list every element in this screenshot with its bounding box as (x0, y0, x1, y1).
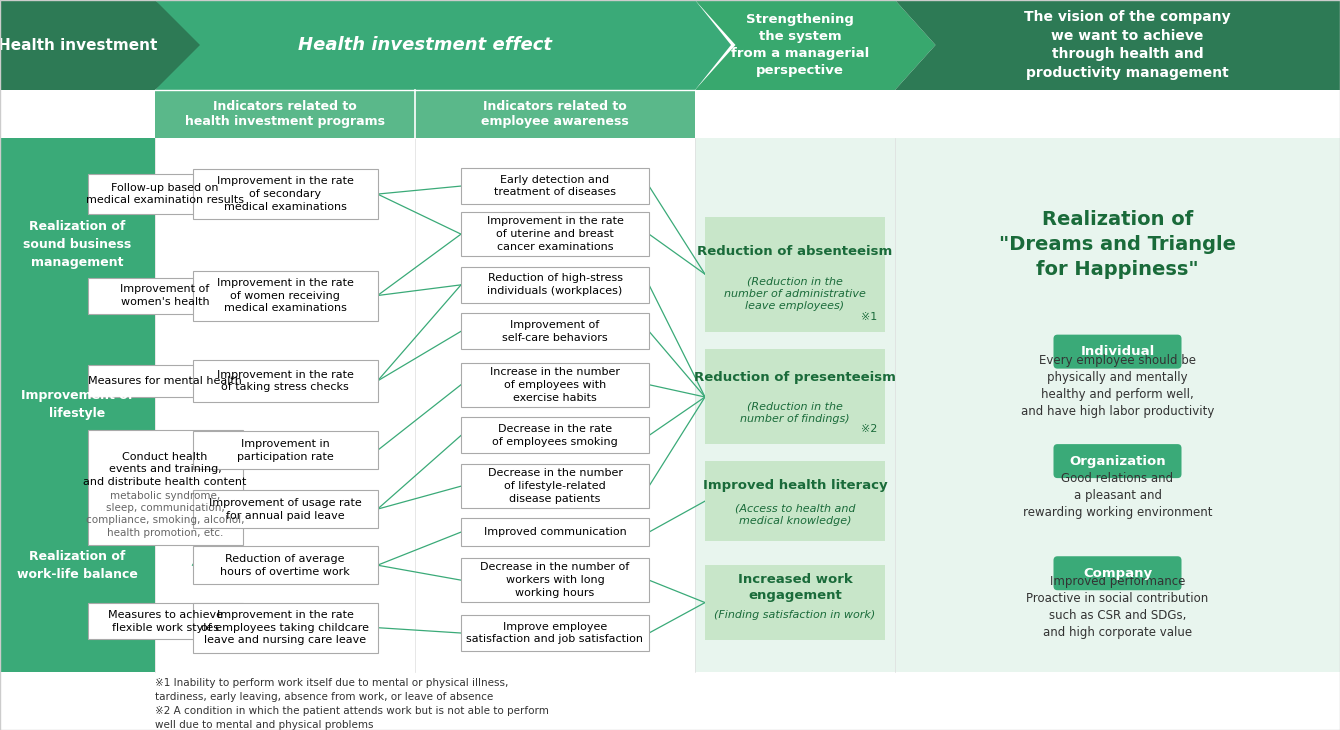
Bar (87, 603, 243, 639)
FancyBboxPatch shape (1053, 444, 1182, 478)
Bar (193, 490, 378, 528)
Bar (461, 615, 649, 651)
Bar (193, 360, 378, 402)
Text: Realization of
sound business
management: Realization of sound business management (23, 220, 131, 269)
Text: Early detection and
treatment of diseases: Early detection and treatment of disease… (494, 174, 616, 197)
Text: Realization of
"Dreams and Triangle
for Happiness": Realization of "Dreams and Triangle for … (1000, 210, 1235, 280)
Bar (193, 546, 378, 584)
Text: ※1 Inability to perform work itself due to mental or physical illness,
tardiness: ※1 Inability to perform work itself due … (155, 678, 549, 730)
Bar (87, 430, 243, 545)
Bar (461, 168, 649, 204)
Bar (193, 431, 378, 469)
Text: Measures for mental health: Measures for mental health (88, 376, 243, 386)
Text: (Reduction in the
number of findings): (Reduction in the number of findings) (740, 402, 850, 424)
Polygon shape (695, 0, 935, 90)
Text: Health investment effect: Health investment effect (297, 36, 552, 54)
Bar (193, 169, 378, 219)
Text: Improvement of usage rate
for annual paid leave: Improvement of usage rate for annual pai… (209, 498, 362, 520)
Bar (705, 350, 884, 445)
Text: Improvement of
lifestyle: Improvement of lifestyle (21, 390, 134, 420)
Text: Company: Company (1083, 566, 1152, 580)
Bar (87, 174, 243, 214)
Bar (193, 271, 378, 320)
Bar (155, 90, 415, 138)
Text: Reduction of presenteeism: Reduction of presenteeism (694, 372, 896, 385)
Text: Improvement of
self-care behaviors: Improvement of self-care behaviors (502, 320, 608, 342)
Text: The vision of the company
we want to achieve
through health and
productivity man: The vision of the company we want to ach… (1024, 10, 1231, 80)
Text: Improvement in
participation rate: Improvement in participation rate (237, 439, 334, 462)
Bar (705, 565, 884, 640)
Bar (705, 217, 884, 331)
Text: Indicators related to
employee awareness: Indicators related to employee awareness (481, 99, 628, 128)
Text: Improve employee
satisfaction and job satisfaction: Improve employee satisfaction and job sa… (466, 622, 643, 645)
Bar (87, 277, 243, 313)
Bar (461, 212, 649, 256)
Text: Decrease in the rate
of employees smoking: Decrease in the rate of employees smokin… (492, 424, 618, 447)
Bar (461, 518, 649, 546)
Text: Improvement of
women's health: Improvement of women's health (121, 284, 209, 307)
Bar (461, 363, 649, 407)
Text: (Reduction in the
number of administrative
leave employees): (Reduction in the number of administrati… (724, 277, 866, 311)
Text: Conduct health
events and training,
and distribute health content: Conduct health events and training, and … (83, 452, 247, 487)
Text: Improvement in the rate
of taking stress checks: Improvement in the rate of taking stress… (217, 369, 354, 392)
Bar (461, 464, 649, 508)
Text: Increased work
engagement: Increased work engagement (737, 573, 852, 602)
Text: Reduction of average
hours of overtime work: Reduction of average hours of overtime w… (220, 554, 350, 577)
Text: Reduction of high-stress
individuals (workplaces): Reduction of high-stress individuals (wo… (488, 274, 623, 296)
Text: Health investment: Health investment (0, 37, 157, 53)
Text: Measures to achieve
flexible work styles: Measures to achieve flexible work styles (107, 610, 222, 633)
Text: Good relations and
a pleasant and
rewarding working environment: Good relations and a pleasant and reward… (1022, 472, 1213, 518)
Bar (87, 365, 243, 397)
Text: Realization of
work-life balance: Realization of work-life balance (17, 550, 138, 580)
Text: Organization: Organization (1069, 455, 1166, 468)
Bar (461, 313, 649, 350)
Bar (461, 418, 649, 453)
Bar (705, 461, 884, 541)
Text: Increase in the number
of employees with
exercise habits: Increase in the number of employees with… (490, 367, 620, 402)
Bar (695, 138, 1340, 672)
Polygon shape (155, 0, 732, 90)
Text: Strengthening
the system
from a managerial
perspective: Strengthening the system from a manageri… (730, 13, 870, 77)
Text: Improvement in the rate
of employees taking childcare
leave and nursing care lea: Improvement in the rate of employees tak… (201, 610, 368, 645)
Text: metabolic syndrome,
sleep, communication,
compliance, smoking, alcohol,
health p: metabolic syndrome, sleep, communication… (86, 491, 244, 538)
Text: Decrease in the number
of lifestyle-related
disease patients: Decrease in the number of lifestyle-rela… (488, 469, 623, 504)
Bar (193, 603, 378, 653)
Text: Follow-up based on
medical examination results: Follow-up based on medical examination r… (86, 182, 244, 205)
Polygon shape (0, 0, 200, 90)
Text: Indicators related to
health investment programs: Indicators related to health investment … (185, 99, 385, 128)
Text: Improved performance
Proactive in social contribution
such as CSR and SDGs,
and : Improved performance Proactive in social… (1026, 575, 1209, 639)
Text: ※2: ※2 (860, 424, 876, 434)
Text: Improvement in the rate
of uterine and breast
cancer examinations: Improvement in the rate of uterine and b… (486, 216, 623, 252)
Bar (461, 558, 649, 602)
Text: Improved communication: Improved communication (484, 527, 626, 537)
Text: Decrease in the number of
workers with long
working hours: Decrease in the number of workers with l… (480, 562, 630, 598)
Text: (Finding satisfaction in work): (Finding satisfaction in work) (714, 610, 875, 620)
Text: Reduction of absenteeism: Reduction of absenteeism (697, 245, 892, 258)
Text: ※1: ※1 (860, 312, 876, 322)
FancyBboxPatch shape (1053, 556, 1182, 591)
Polygon shape (895, 0, 1340, 90)
Text: Improvement in the rate
of women receiving
medical examinations: Improvement in the rate of women receivi… (217, 277, 354, 313)
Text: Improvement in the rate
of secondary
medical examinations: Improvement in the rate of secondary med… (217, 176, 354, 212)
Bar (155, 138, 695, 672)
Text: Every employee should be
physically and mentally
healthy and perform well,
and h: Every employee should be physically and … (1021, 353, 1214, 418)
Text: Improved health literacy: Improved health literacy (702, 479, 887, 491)
Text: (Access to health and
medical knowledge): (Access to health and medical knowledge) (734, 504, 855, 526)
Bar (461, 267, 649, 303)
Bar (415, 90, 695, 138)
FancyBboxPatch shape (1053, 334, 1182, 369)
Bar (0, 138, 155, 672)
Text: Individual: Individual (1080, 345, 1155, 358)
